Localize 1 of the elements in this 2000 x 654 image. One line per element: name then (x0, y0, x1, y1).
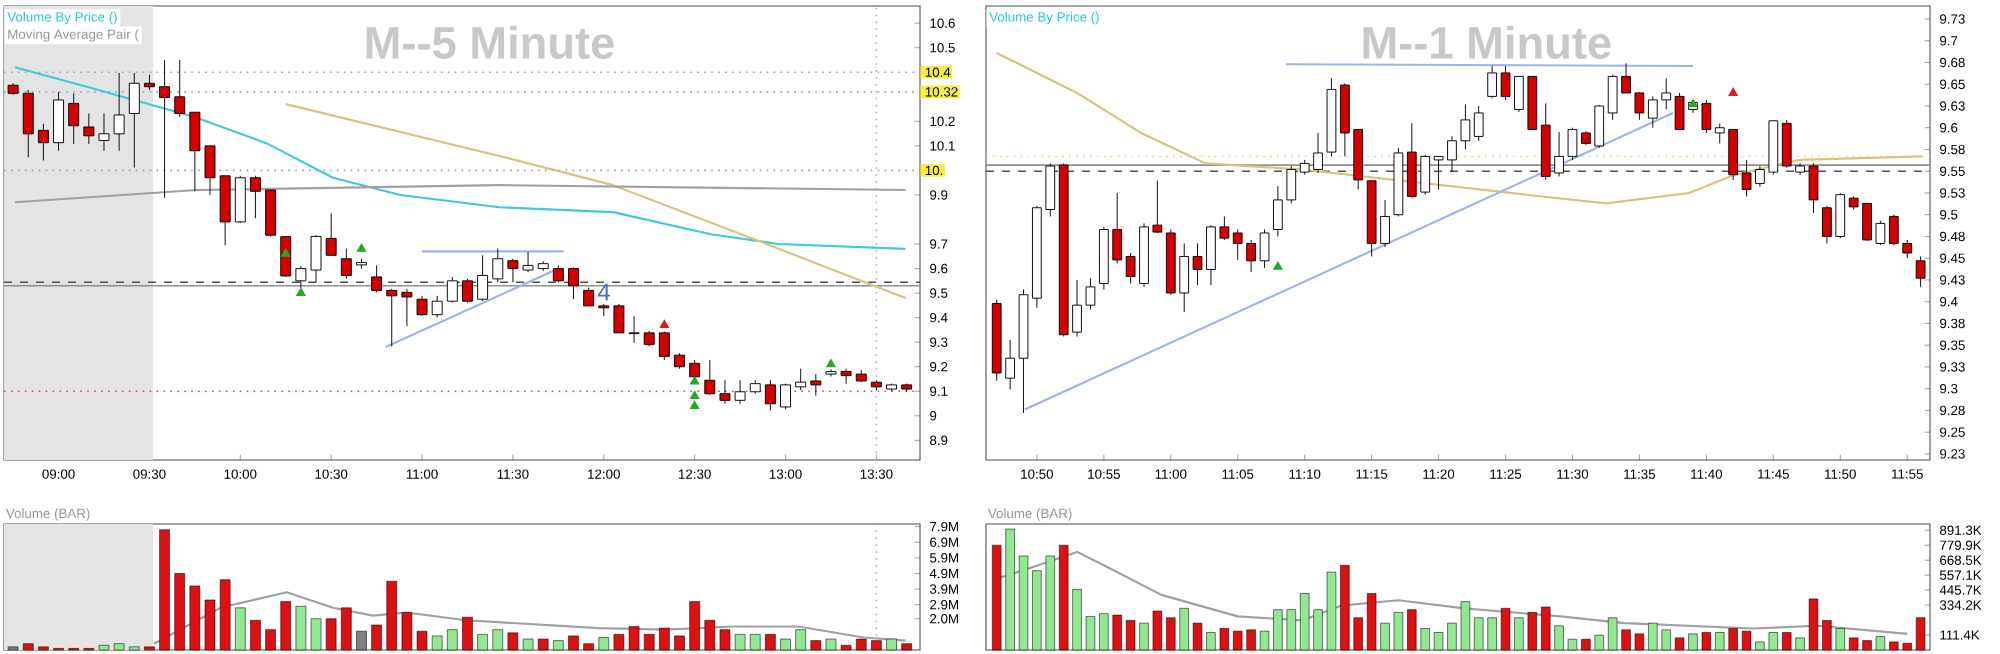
annotation: 4 (597, 283, 610, 301)
